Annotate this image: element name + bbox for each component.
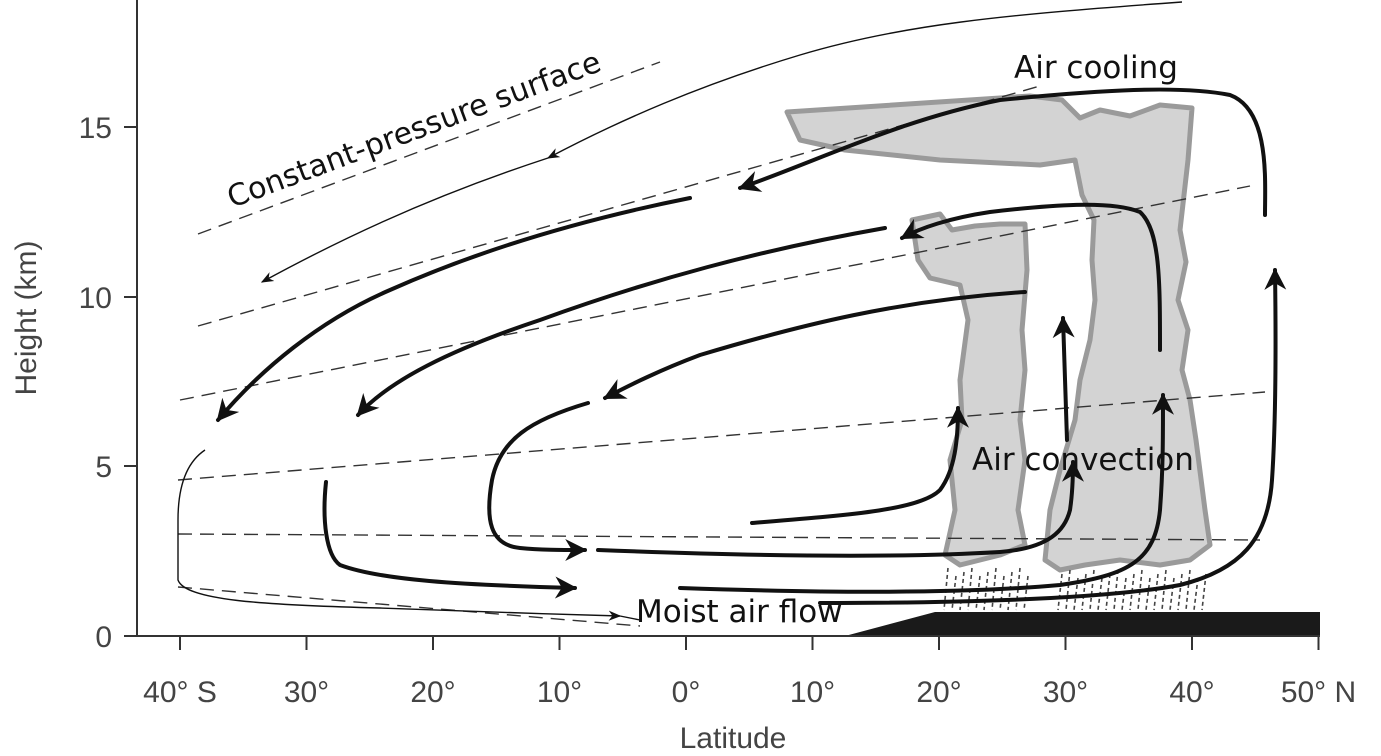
x-tick-label: 50° N — [1281, 676, 1356, 709]
convection-arrow-5 — [818, 267, 1287, 605]
rain-streak — [1105, 573, 1111, 611]
convection-arrow-2 — [596, 459, 1084, 558]
inner-return-arrow — [603, 290, 1027, 400]
x-ticks: 40° S 30° 20° 10° 0° 10° 20° 30° 40° 50° N — [143, 636, 1356, 709]
air-cooling-label: Air cooling — [1014, 50, 1178, 86]
x-tick-label: 0° — [672, 676, 701, 709]
cloud-group — [784, 93, 1213, 573]
rain-streak — [983, 571, 989, 611]
x-tick-label: 40° — [1169, 676, 1214, 709]
x-tick-label: 40° S — [143, 676, 217, 709]
convective-tower-cloud — [909, 211, 1030, 568]
x-tick-label: 20° — [916, 676, 961, 709]
thin-flow-lines — [177, 1, 1183, 621]
inner-loop-arrow — [487, 401, 590, 561]
low-level-inflow-arrow — [322, 480, 578, 599]
thin-line-top — [546, 1, 1183, 159]
rain-streak — [1023, 575, 1029, 611]
rain-streak — [1129, 573, 1135, 611]
rain-streak — [1089, 569, 1095, 611]
x-tick-label: 10° — [537, 676, 582, 709]
rain-streak — [975, 575, 981, 611]
rain-streak — [1201, 573, 1207, 611]
y-axis-title: Height (km) — [10, 240, 43, 395]
rain-streak — [1161, 569, 1167, 611]
pressure-line-4 — [177, 391, 1266, 481]
rain-streak — [1065, 569, 1071, 611]
axes — [136, 0, 1320, 637]
y-ticks: 0 5 10 15 — [79, 112, 137, 654]
rain-streak — [1113, 569, 1119, 611]
rain-streak — [1153, 573, 1159, 611]
y-tick-label: 5 — [95, 451, 112, 484]
x-tick-label: 20° — [410, 676, 455, 709]
pressure-line-1 — [197, 61, 661, 235]
pressure-line-5 — [177, 533, 1261, 541]
air-convection-label: Air convection — [972, 442, 1194, 478]
rain-streak — [1185, 569, 1191, 611]
middle-descent-arrow — [356, 226, 887, 417]
pressure-line-3 — [179, 185, 1251, 401]
outer-return-arrow — [737, 87, 1268, 217]
y-tick-label: 10 — [79, 282, 112, 315]
y-tick-label: 15 — [79, 112, 112, 145]
x-tick-label: 30° — [284, 676, 329, 709]
rain-streak — [951, 575, 957, 611]
thin-line-surface-end — [619, 615, 641, 621]
rain-streak — [1145, 577, 1151, 611]
x-tick-label: 30° — [1043, 676, 1088, 709]
thin-line-top-tail — [260, 157, 549, 283]
convection-arrow-3 — [1052, 315, 1075, 442]
rain-streak — [1057, 573, 1063, 611]
rain-streak — [999, 575, 1005, 611]
left-descent-arrow — [216, 196, 692, 422]
moist-air-flow-label: Moist air flow — [636, 594, 843, 630]
rain-streak — [1007, 571, 1013, 611]
rain-streak — [959, 571, 965, 611]
rain-streak — [1169, 577, 1175, 611]
rain-streak — [1073, 577, 1079, 611]
circulation-arrows — [216, 87, 1287, 605]
x-axis-title: Latitude — [680, 722, 787, 755]
x-tick-label: 10° — [790, 676, 835, 709]
convection-arrow-4 — [678, 392, 1174, 594]
convection-arrow-1 — [750, 405, 969, 525]
constant-pressure-label: Constant-pressure surface — [223, 45, 606, 216]
pressure-line-6 — [177, 586, 641, 627]
thin-line-surface — [177, 449, 622, 621]
land-block — [845, 612, 1320, 636]
rain-streak — [1081, 573, 1087, 611]
y-tick-label: 0 — [95, 621, 112, 654]
rain-streak — [1193, 577, 1199, 611]
rain-streak — [1177, 573, 1183, 611]
middle-return-arrow — [900, 202, 1162, 352]
